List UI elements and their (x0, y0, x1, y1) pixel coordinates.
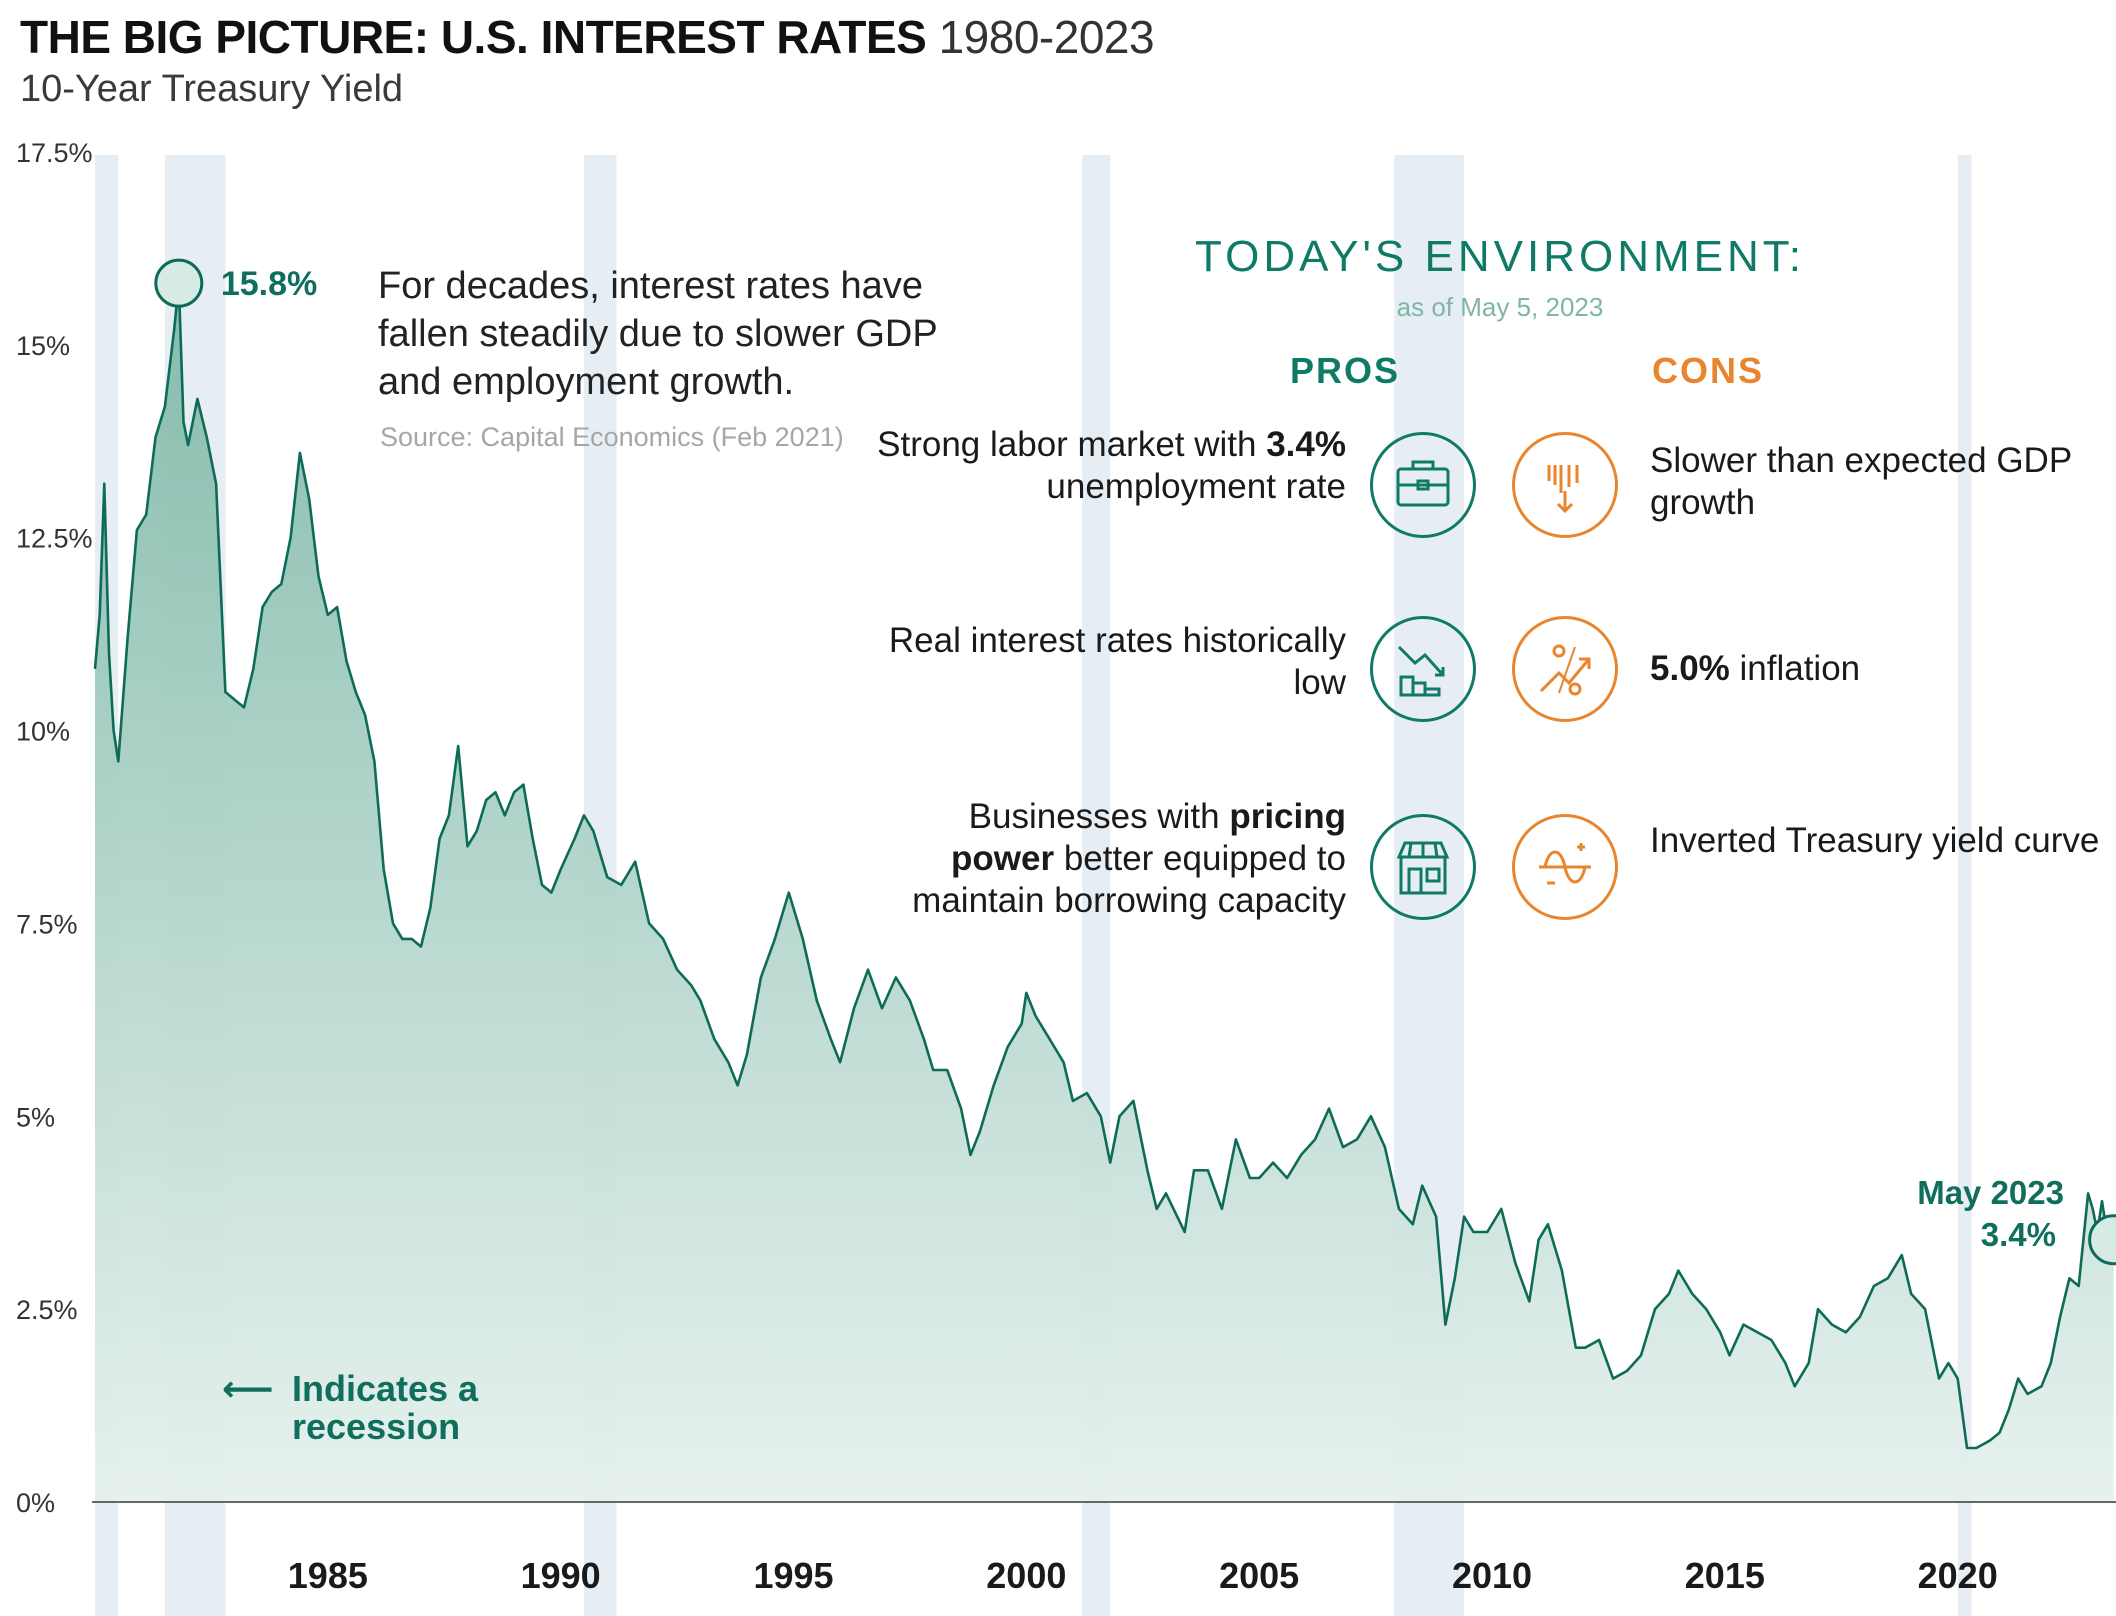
briefcase-icon (1370, 432, 1476, 538)
environment-title: TODAY'S ENVIRONMENT: (1195, 232, 1805, 281)
yield-area-fill (95, 283, 2114, 1503)
percent-trend-icon (1512, 616, 1618, 722)
x-tick-label: 1995 (753, 1555, 833, 1596)
y-tick-label: 15% (16, 331, 70, 361)
latest-marker (2088, 1214, 2116, 1266)
y-tick-label: 5% (16, 1102, 55, 1132)
declining-bars-icon (1512, 432, 1618, 538)
con-item-gdp: Slower than expected GDP growth (1650, 441, 2072, 522)
falling-chart-icon (1370, 616, 1476, 722)
chart-axes: 0% 2.5% 5% 7.5% 10% 12.5% 15% 17.5% 1985 1990 1995… (16, 138, 2116, 1596)
pro-item-pricing-power: Businesses with pricing power better equ… (912, 797, 1346, 920)
x-tick-label: 2000 (986, 1555, 1066, 1596)
yield-area (93, 281, 2115, 1503)
recession-legend-label: Indicates a recession (292, 1368, 479, 1447)
x-tick-label: 1985 (288, 1555, 368, 1596)
y-tick-label: 17.5% (16, 138, 93, 168)
pro-item-real-rates: Real interest rates historically low (888, 621, 1346, 702)
x-tick-label: 2005 (1219, 1555, 1299, 1596)
con-item-inflation: 5.0% inflation (1650, 649, 1861, 688)
recession-band (1957, 155, 1972, 1616)
y-tick-label: 0% (16, 1488, 55, 1518)
page-title: THE BIG PICTURE: U.S. INTEREST RATES 198… (20, 10, 1155, 64)
peak-marker (154, 258, 204, 308)
inverted-curve-icon (1512, 814, 1618, 920)
y-tick-label: 12.5% (16, 524, 93, 554)
chart-annotations: 15.8% May 2023 3.4% (154, 258, 2116, 1266)
environment-date: as of May 5, 2023 (1396, 292, 1604, 322)
peak-label: 15.8% (221, 265, 317, 303)
y-tick-label: 7.5% (16, 909, 78, 939)
x-tick-label: 1990 (521, 1555, 601, 1596)
x-tick-label: 2010 (1452, 1555, 1532, 1596)
storefront-icon (1370, 814, 1476, 920)
pro-item-labor: Strong labor market with 3.4% unemployme… (877, 425, 1346, 506)
title-years: 1980-2023 (938, 11, 1155, 63)
cons-heading: CONS (1652, 350, 1765, 391)
arrow-left-icon: ⟵ (222, 1368, 274, 1409)
trend-note: For decades, interest rates have fallen … (378, 265, 938, 403)
title-main: THE BIG PICTURE: U.S. INTEREST RATES (20, 11, 927, 63)
y-tick-label: 10% (16, 717, 70, 747)
page-subtitle: 10-Year Treasury Yield (20, 68, 404, 110)
x-tick-label: 2020 (1918, 1555, 1998, 1596)
latest-label-date: May 2023 (1917, 1174, 2064, 1211)
latest-label-value: 3.4% (1981, 1216, 2056, 1253)
x-tick-label: 2015 (1685, 1555, 1765, 1596)
y-tick-label: 2.5% (16, 1295, 78, 1325)
con-item-yield-curve: Inverted Treasury yield curve (1650, 821, 2100, 860)
yield-line (93, 281, 2115, 1450)
source-note: Source: Capital Economics (Feb 2021) (380, 422, 844, 452)
pros-heading: PROS (1289, 350, 1400, 391)
